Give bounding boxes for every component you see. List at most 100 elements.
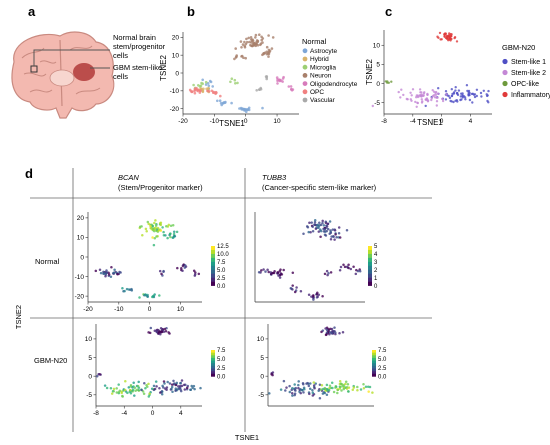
panel-d-bcan-normal-x-tick-label: 0 bbox=[148, 306, 152, 313]
panel-d-bcan-gbm-point bbox=[158, 391, 162, 394]
panel-c-stem-like-1-point bbox=[468, 93, 471, 97]
panel-d-tubb3-normal-point bbox=[308, 221, 311, 224]
panel-c-stem-like-2-point bbox=[405, 97, 408, 101]
panel-d-tubb3-normal-point bbox=[264, 270, 267, 273]
panel-d-bcan-gbm-point bbox=[155, 385, 158, 388]
panel-c-legend-label: Stem-like 1 bbox=[511, 59, 546, 66]
panel-d-bcan-gbm-point bbox=[133, 386, 137, 389]
panel-d-tubb3-normal-point bbox=[337, 231, 341, 235]
panel-d-bcan-gbm: -8 -4 0 4 10 5 0 -5 7.5 5.0 2.5 0.0 bbox=[85, 324, 226, 417]
panel-d-tubb3-normal-colorbar-segment bbox=[368, 246, 372, 251]
panel-c-legend-swatch bbox=[502, 58, 508, 65]
panel-b-y-tick-label: 0 bbox=[175, 70, 179, 77]
panel-d-tubb3-gbm-point bbox=[309, 382, 312, 385]
panel-d-bcan-normal-point bbox=[143, 293, 146, 297]
panel-d-bcan-gbm-point bbox=[115, 391, 119, 394]
panel-d-tubb3-normal-point bbox=[337, 226, 341, 229]
panel-d-bcan-normal-point bbox=[94, 269, 98, 273]
panel-d-tubb3-gbm-point bbox=[352, 386, 356, 389]
panel-d-tubb3-gbm-point bbox=[338, 380, 342, 383]
panel-d-bcan-gbm-point bbox=[182, 383, 186, 387]
panel-d-tubb3-normal-point bbox=[343, 265, 347, 269]
panel-d-bcan-normal: -20 -10 0 10 20 10 0 -10 -20 12.5 10.0 7.5 5.0 2.5 0.0 bbox=[75, 212, 229, 313]
panel-c-stem-like-1-point bbox=[468, 98, 472, 102]
panel-d-tubb3-gbm-colorbar-segment bbox=[372, 371, 376, 375]
panel-d-tubb3-gbm-colorbar-segment bbox=[372, 360, 376, 364]
panel-d-bcan-gbm-point bbox=[115, 387, 118, 390]
panel-d-bcan-normal-point bbox=[146, 295, 149, 298]
panel-d-tubb3-gbm-point bbox=[318, 397, 322, 400]
panel-c-stem-like-1-point bbox=[482, 89, 485, 93]
panel-d-tubb3-normal-point bbox=[295, 286, 298, 289]
panel-d-bcan-gbm-x-tick-label: 0 bbox=[151, 410, 155, 417]
panel-b-astrocyte-point bbox=[206, 82, 210, 85]
panel-d-bcan-gbm-y-tick-label: 5 bbox=[88, 355, 92, 362]
panel-c-inflammatory-point bbox=[448, 32, 451, 35]
panel-b-astrocyte-point bbox=[218, 99, 222, 102]
panel-d-tubb3-normal-point bbox=[316, 295, 319, 299]
panel-b-legend-swatch bbox=[302, 56, 308, 62]
panel-d-tubb3-gbm-point bbox=[288, 384, 291, 388]
panel-c-stem-like-1-point bbox=[475, 88, 479, 92]
panel-c-stem-like-2-point bbox=[423, 91, 426, 94]
panel-c-stem-like-1-point bbox=[456, 100, 459, 103]
panel-d-row2-label: GBM-N20 bbox=[34, 356, 67, 365]
panel-b-legend-swatch bbox=[302, 89, 308, 95]
panel-d-tubb3-gbm-colorbar-segment bbox=[372, 357, 376, 361]
panel-d-tubb3-normal-colorbar-segment bbox=[368, 273, 372, 278]
panel-d-tubb3-gbm-point bbox=[271, 371, 275, 374]
panel-b-neuron-point bbox=[271, 36, 275, 39]
panel-d-tubb3-gbm-colorbar-segment bbox=[372, 365, 376, 369]
panel-d-tubb3-normal-colorbar-segment bbox=[368, 253, 372, 259]
panel-d-tubb3-normal-point bbox=[342, 263, 345, 266]
panel-c-stem-like-2-point bbox=[424, 98, 427, 101]
panel-b-hybrid-point bbox=[199, 87, 202, 90]
panel-b-neuron-point bbox=[234, 47, 237, 50]
panel-d-bcan-gbm-x-tick-label: -8 bbox=[93, 410, 99, 417]
panel-b-neuron-point bbox=[239, 40, 243, 43]
panel-c-y-tick-label: -5 bbox=[374, 100, 380, 107]
panel-d-tubb3-normal-point bbox=[277, 274, 280, 277]
panel-c-legend-label: OPC-like bbox=[511, 81, 539, 88]
panel-d-tubb3-normal-point bbox=[329, 271, 333, 274]
panel-d-grid bbox=[30, 168, 432, 432]
panel-d-tubb3-gbm-point bbox=[368, 385, 372, 389]
panel-d-bcan-normal-point bbox=[123, 289, 126, 293]
panel-d-bcan-gbm-point bbox=[172, 379, 175, 383]
panel-d-bcan-normal-point bbox=[98, 268, 102, 271]
panel-d-bcan-normal-colorbar-segment bbox=[211, 281, 215, 286]
panel-d-tubb3-gbm-point bbox=[297, 386, 300, 390]
panel-d-bcan-normal-point bbox=[153, 237, 157, 240]
panel-d-bcan-normal-y-tick-label: 10 bbox=[77, 235, 85, 242]
panel-d-bcan-gbm-point bbox=[127, 386, 131, 389]
panel-d-bcan-normal-point bbox=[158, 294, 161, 297]
panel-c-stem-like-2-point bbox=[436, 92, 440, 95]
panel-c-stem-like-1-point bbox=[470, 92, 474, 96]
panel-d-bcan-gbm-point bbox=[180, 379, 184, 382]
panel-d-bcan-normal-point bbox=[176, 266, 179, 270]
panel-c-stem-like-1-point bbox=[454, 86, 457, 89]
panel-d-tubb3-normal-point bbox=[321, 221, 324, 225]
panel-d-tubb3-gbm-point bbox=[284, 389, 287, 392]
panel-d-tubb3-normal: 5 4 3 2 1 0 bbox=[254, 212, 378, 303]
panel-b-astrocyte-point bbox=[204, 83, 208, 86]
panel-d-bcan-normal-point bbox=[160, 272, 163, 276]
panel-d-tubb3-gbm-point bbox=[334, 331, 337, 334]
panel-b-hybrid-point bbox=[207, 86, 210, 90]
panel-d-tubb3-gbm-point bbox=[285, 386, 288, 389]
panel-d-bcan-gbm-x-tick-label: 4 bbox=[179, 410, 183, 417]
panel-d-tubb3-normal-point bbox=[293, 290, 297, 294]
panel-d-tubb3-normal-point bbox=[302, 232, 305, 236]
panel-c-stem-like-2-point bbox=[431, 89, 434, 92]
panel-c-inflammatory-point bbox=[450, 35, 453, 38]
panel-c-legend-label: Inflammatory bbox=[511, 92, 550, 99]
panel-b-microglia-point bbox=[201, 82, 204, 85]
panel-d-tubb3-gbm-point bbox=[271, 373, 274, 377]
panel-d-tubb3-normal-point bbox=[322, 230, 326, 233]
panel-c-stem-like-1-point bbox=[448, 96, 452, 100]
panel-d-tubb3-gbm-point bbox=[346, 383, 350, 386]
panel-d-tubb3-normal-point bbox=[335, 236, 338, 239]
panel-d-tubb3-gbm-point bbox=[298, 390, 301, 394]
panel-d-tubb3-gbm-point bbox=[330, 381, 334, 385]
panel-d-tubb3-normal-point bbox=[321, 295, 324, 298]
